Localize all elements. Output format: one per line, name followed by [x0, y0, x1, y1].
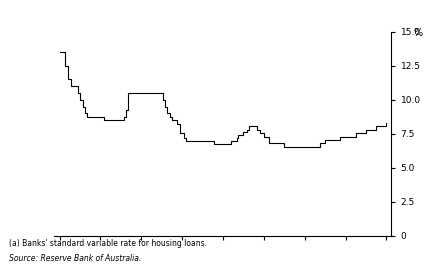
Text: Source: Reserve Bank of Australia.: Source: Reserve Bank of Australia. — [9, 254, 141, 263]
Y-axis label: %: % — [413, 28, 422, 38]
Text: (a) Banks' standard variable rate for housing loans.: (a) Banks' standard variable rate for ho… — [9, 238, 206, 248]
